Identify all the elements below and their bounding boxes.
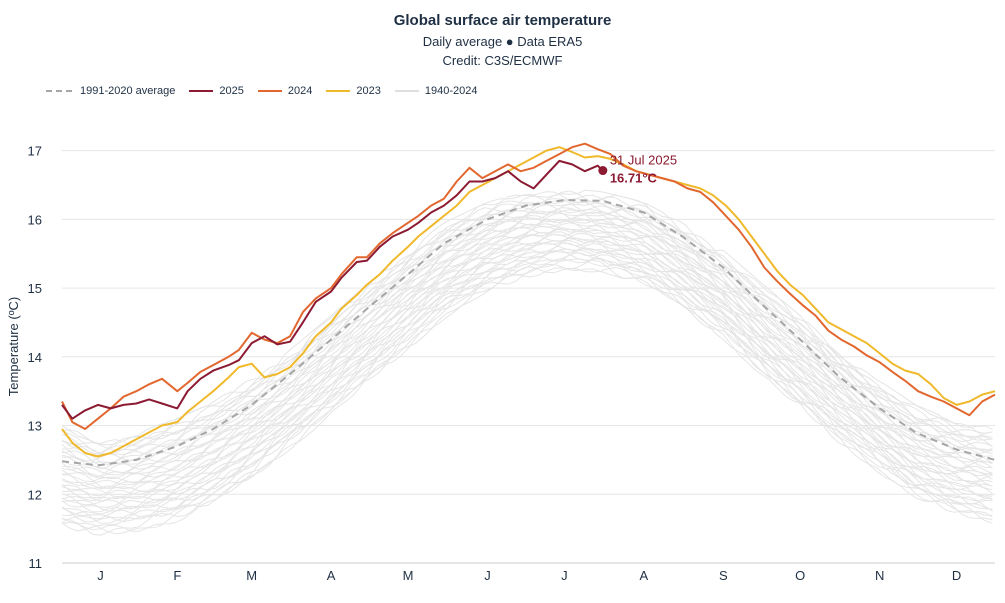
- historical-line: [61, 222, 993, 490]
- annotation-value: 16.71°C: [610, 171, 658, 186]
- y-axis-label: Temperature (ºC): [6, 297, 21, 396]
- historical-line: [61, 189, 993, 454]
- historical-line: [61, 247, 993, 523]
- historical-line: [61, 191, 993, 447]
- chart-credit: Credit: C3S/ECMWF: [442, 53, 563, 68]
- historical-line: [61, 233, 993, 502]
- historical-line: [61, 249, 993, 523]
- legend-line-swatch-1940-2024: [394, 90, 419, 92]
- series-line-1991-2020-average: [61, 199, 996, 467]
- historical-line: [61, 233, 993, 500]
- legend-item-2024[interactable]: 2024: [257, 85, 313, 97]
- x-tick-label-7: A: [640, 568, 649, 583]
- annotation-date: 31 Jul 2025: [610, 153, 677, 168]
- historical-line: [61, 211, 993, 477]
- historical-line: [61, 193, 993, 452]
- legend-label-2025: 2025: [219, 85, 244, 97]
- x-tick-label-5: J: [484, 568, 491, 583]
- historical-line: [61, 217, 993, 478]
- x-tick-label-6: J: [561, 568, 568, 583]
- historical-line: [61, 227, 993, 490]
- x-tick-label-4: M: [403, 568, 414, 583]
- legend-item-1940-2024[interactable]: 1940-2024: [394, 85, 478, 97]
- historical-line: [61, 219, 993, 483]
- x-tick-label-9: O: [795, 568, 805, 583]
- historical-line: [61, 257, 993, 536]
- historical-line: [61, 217, 993, 479]
- y-tick-label-15: 15: [28, 281, 42, 296]
- historical-line: [61, 227, 993, 497]
- series-line-2023: [61, 146, 996, 458]
- chart-title: Global surface air temperature: [393, 12, 612, 29]
- historical-line: [61, 202, 993, 461]
- x-tick-label-8: S: [719, 568, 728, 583]
- legend: 1991-2020 average 2025 2024 2023 1940-20…: [46, 83, 491, 99]
- latest-point-marker: [598, 166, 608, 176]
- x-tick-label-1: F: [173, 568, 181, 583]
- chart-subtitle: Daily average ● Data ERA5: [422, 34, 583, 49]
- series-line-2025: [61, 159, 604, 420]
- y-tick-label-12: 12: [28, 487, 42, 502]
- legend-item-2025[interactable]: 2025: [189, 85, 244, 97]
- historical-line: [61, 190, 993, 446]
- historical-line: [61, 208, 993, 474]
- historical-line: [61, 199, 993, 455]
- y-tick-label-13: 13: [28, 419, 42, 434]
- legend-item-2023[interactable]: 2023: [326, 85, 381, 97]
- x-tick-label-3: A: [327, 568, 336, 583]
- legend-line-swatch-2023: [326, 90, 351, 92]
- x-tick-label-2: M: [246, 568, 257, 583]
- historical-line: [61, 196, 993, 464]
- historical-line: [61, 242, 993, 517]
- legend-dashed-line-swatch: [46, 90, 74, 92]
- x-tick-label-0: J: [97, 568, 104, 583]
- historical-line: [61, 254, 993, 524]
- legend-label-2024: 2024: [287, 85, 313, 97]
- x-tick-label-11: D: [952, 568, 961, 583]
- historical-line: [61, 238, 993, 502]
- legend-item-average[interactable]: 1991-2020 average: [46, 85, 175, 97]
- y-tick-label-16: 16: [28, 212, 42, 227]
- legend-line-swatch-2024: [257, 90, 282, 92]
- legend-label-1940-2024: 1940-2024: [424, 85, 478, 97]
- y-tick-label-11: 11: [29, 556, 43, 571]
- legend-line-swatch-2025: [189, 90, 214, 92]
- y-tick-label-14: 14: [28, 350, 42, 365]
- legend-label-2023: 2023: [356, 85, 381, 97]
- historical-lines-1940-2024: [61, 189, 993, 536]
- historical-line: [61, 205, 993, 470]
- historical-line: [61, 194, 993, 457]
- historical-line: [61, 237, 993, 508]
- historical-line: [61, 263, 993, 532]
- series-line-2024: [61, 142, 996, 430]
- y-tick-label-17: 17: [28, 144, 42, 159]
- legend-label-average: 1991-2020 average: [80, 85, 176, 97]
- x-tick-label-10: N: [875, 568, 884, 583]
